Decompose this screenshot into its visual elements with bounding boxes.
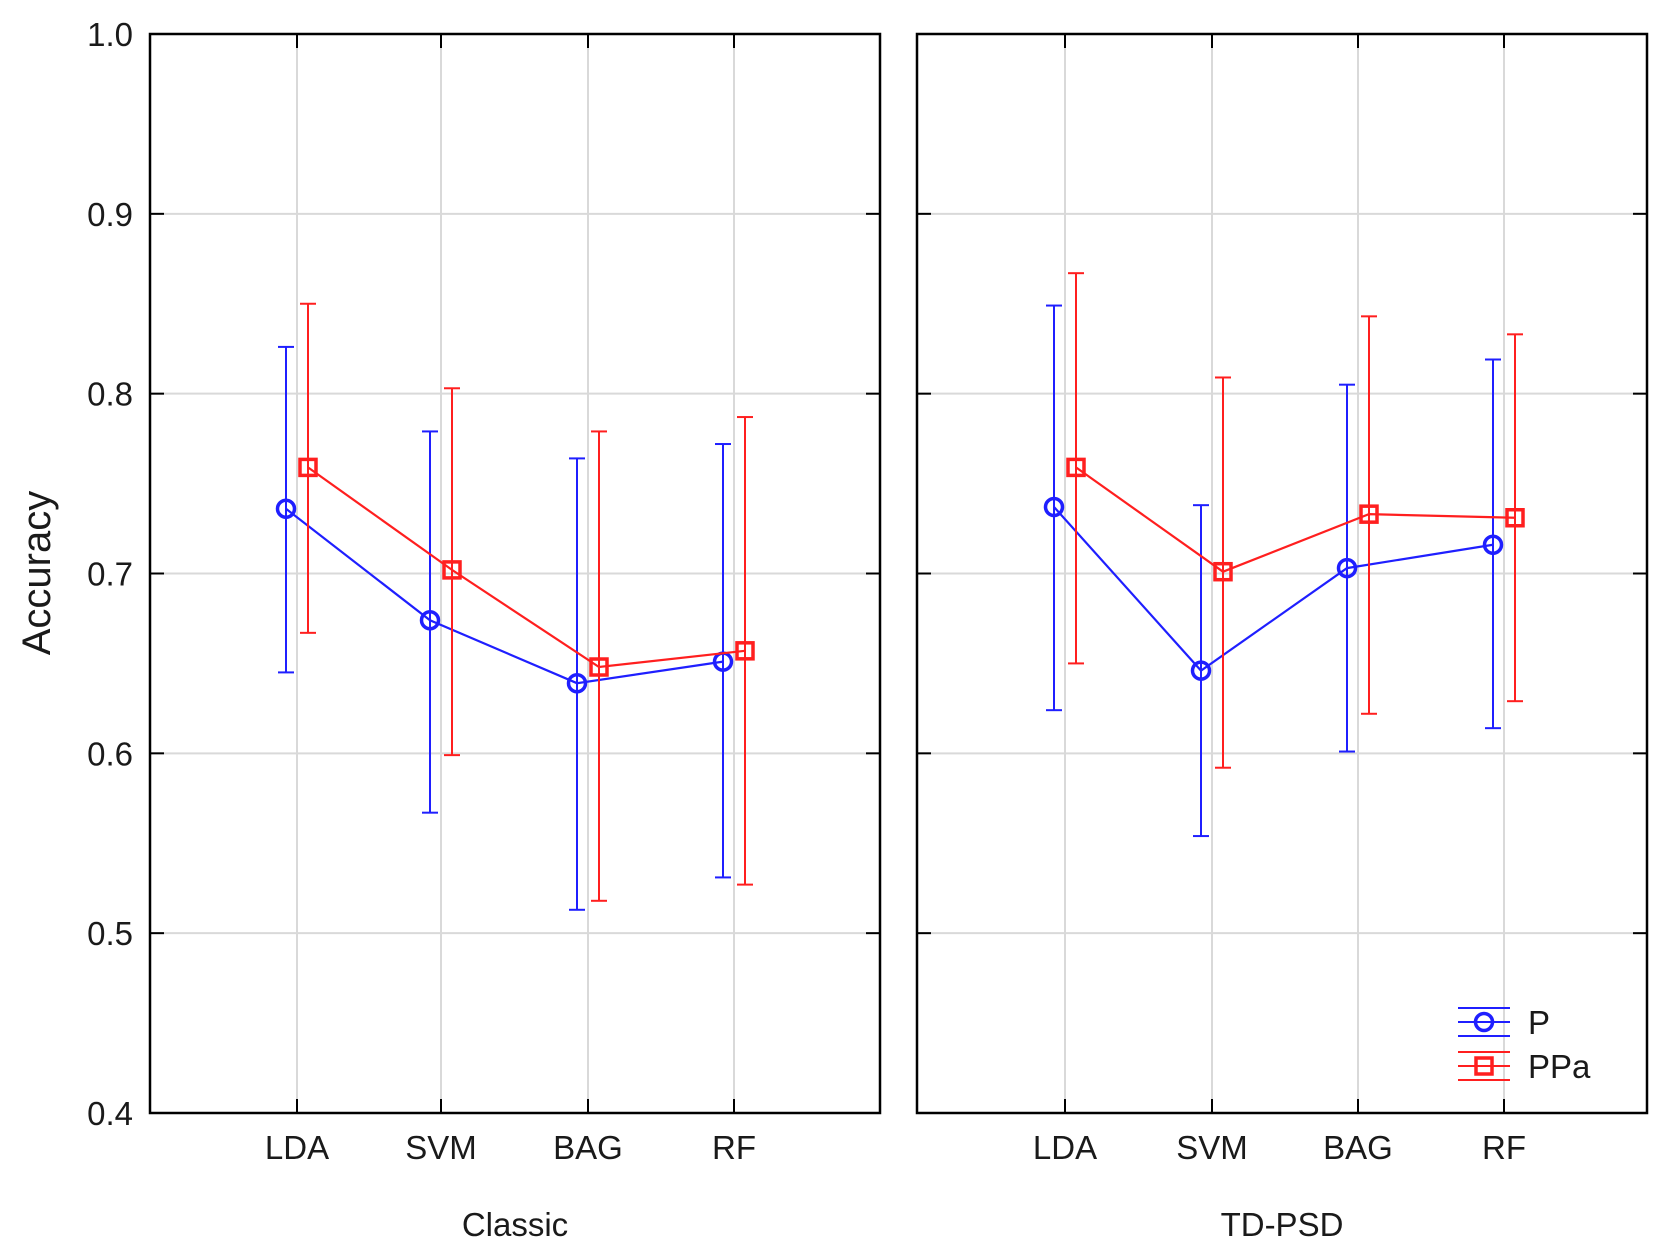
panel-frame (148, 32, 882, 1115)
x-tick-label: BAG (1323, 1129, 1393, 1166)
x-tick-label: RF (712, 1129, 756, 1166)
series-layer (275, 272, 1525, 911)
legend-marker (1473, 1011, 1495, 1033)
x-tick-label: SVM (405, 1129, 477, 1166)
x-tick-label: BAG (553, 1129, 623, 1166)
data-point-PPa (442, 560, 462, 580)
data-point-PPa (1505, 508, 1525, 528)
data-point-P (1190, 660, 1212, 681)
legend: P PPa (1458, 1004, 1591, 1085)
x-tick-label: LDA (265, 1129, 329, 1166)
series-line-PPa (307, 466, 746, 669)
y-tick-label: 0.4 (87, 1095, 133, 1132)
panel-label: TD-PSD (1221, 1206, 1344, 1243)
y-axis-label: Accuracy (15, 491, 59, 656)
series-line-P (285, 507, 724, 685)
data-point-PPa (735, 641, 755, 661)
x-tick-label: SVM (1176, 1129, 1248, 1166)
legend-marker (1474, 1056, 1494, 1076)
data-point-PPa (298, 457, 318, 478)
panel-label: Classic (462, 1206, 568, 1243)
data-point-P (1043, 496, 1065, 518)
series-line-P (1053, 506, 1494, 673)
y-tick-label: 0.9 (87, 196, 133, 233)
legend-label: PPa (1528, 1048, 1591, 1085)
x-tick-label: RF (1482, 1129, 1526, 1166)
x-tick-label: LDA (1033, 1129, 1097, 1166)
y-tick-label: 1.0 (87, 16, 133, 53)
axes-layer: 0.4 0.5 0.6 0.7 0.8 0.9 1.0 LDA SVM BAG RF Classic L… (87, 16, 1649, 1243)
legend-label: P (1528, 1004, 1550, 1041)
data-point-P (1336, 557, 1358, 579)
y-tick-label: 0.7 (87, 556, 133, 593)
series-line-PPa (1075, 466, 1516, 573)
data-point-PPa (1213, 561, 1233, 582)
data-point-PPa (1359, 504, 1379, 524)
grid-layer (150, 33, 1647, 1114)
data-point-PPa (1066, 457, 1086, 478)
y-tick-label: 0.8 (87, 376, 133, 413)
data-point-P (1482, 534, 1504, 555)
y-tick-label: 0.6 (87, 735, 133, 772)
data-point-PPa (589, 657, 609, 677)
panel-frame (915, 32, 1649, 1115)
data-point-P (275, 498, 297, 520)
y-tick-label: 0.5 (87, 915, 133, 952)
data-point-P (419, 610, 441, 631)
data-point-P (566, 672, 588, 694)
